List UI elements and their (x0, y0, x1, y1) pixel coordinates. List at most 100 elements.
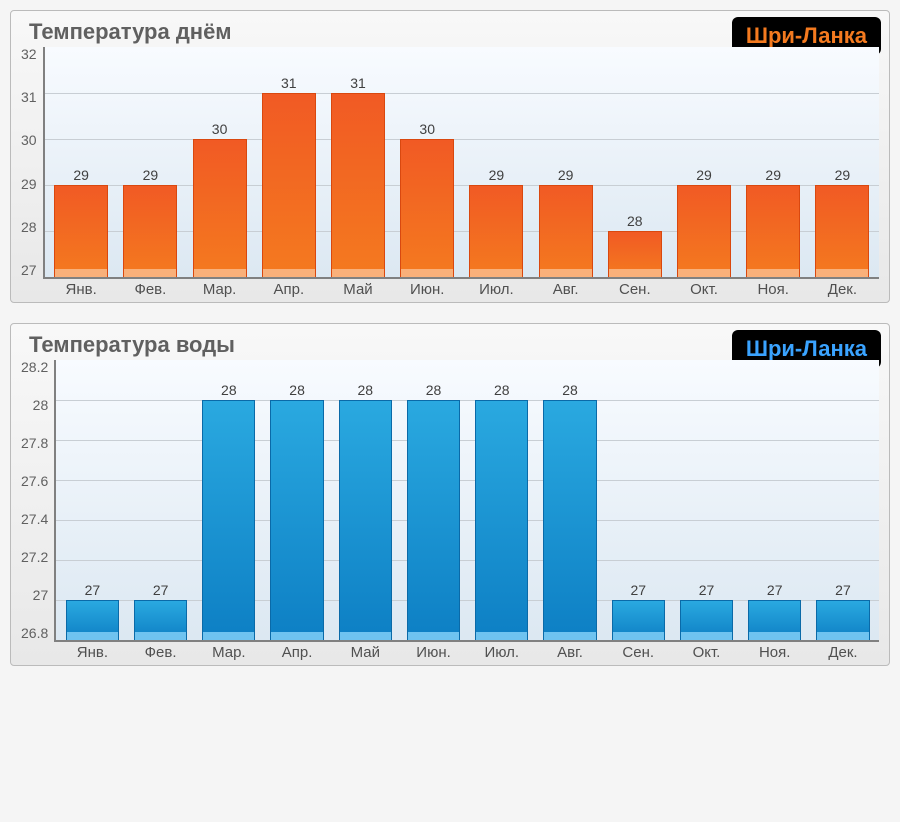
x-tick-label: Май (323, 279, 392, 298)
bar-slot: 27 (604, 360, 672, 640)
x-tick-label: Ноя. (741, 642, 809, 661)
y-tick-label: 27 (21, 588, 48, 602)
x-tick-label: Сен. (600, 279, 669, 298)
day-temp-chart: 323130292827 292930313130292928292929 32… (21, 47, 879, 298)
bar-value-label: 27 (699, 582, 715, 598)
bar-value-label: 31 (350, 75, 366, 91)
bar-value-label: 29 (73, 167, 89, 183)
water-temp-panel: Температура воды Шри-Ланка 28.22827.827.… (10, 323, 890, 666)
bar-slot: 28 (600, 47, 669, 277)
bar-slot: 28 (263, 360, 331, 640)
x-tick-label: Июн. (393, 279, 462, 298)
bar-rect (680, 600, 733, 640)
bar-rect (202, 400, 255, 640)
y-axis: 28.22827.827.627.427.22726.8 (21, 360, 54, 640)
bar-rect (270, 400, 323, 640)
bar-slot: 30 (185, 47, 254, 277)
x-tick-label: Мар. (185, 279, 254, 298)
x-tick-label: Мар. (195, 642, 263, 661)
bar-slot: 29 (739, 47, 808, 277)
bar-rect (469, 185, 523, 277)
bar-slot: 27 (58, 360, 126, 640)
badge-text: Шри-Ланка (746, 336, 867, 361)
bars-container: 27 27 28 28 28 28 28 28 27 27 27 27 (56, 360, 879, 640)
x-tick-label: Фев. (116, 279, 185, 298)
bar-value-label: 28 (562, 382, 578, 398)
x-tick-label: Янв. (47, 279, 116, 298)
x-tick-label: Дек. (809, 642, 877, 661)
y-tick-label: 27.6 (21, 474, 48, 488)
bar-slot: 29 (531, 47, 600, 277)
bar-rect (339, 400, 392, 640)
y-tick-label: 30 (21, 133, 37, 147)
x-tick-label: Июн. (399, 642, 467, 661)
bar-rect (543, 400, 596, 640)
bar-value-label: 27 (153, 582, 169, 598)
y-axis: 323130292827 (21, 47, 43, 277)
bar-slot: 28 (468, 360, 536, 640)
bar-rect (123, 185, 177, 277)
x-tick-label: Апр. (263, 642, 331, 661)
x-tick-label: Фев. (126, 642, 194, 661)
bar-rect (815, 185, 869, 277)
bar-slot: 28 (399, 360, 467, 640)
bar-value-label: 29 (835, 167, 851, 183)
bar-rect (54, 185, 108, 277)
bar-rect (407, 400, 460, 640)
bar-value-label: 29 (696, 167, 712, 183)
bar-slot: 27 (741, 360, 809, 640)
y-tick-label: 28 (21, 398, 48, 412)
bar-value-label: 28 (221, 382, 237, 398)
bar-slot: 29 (116, 47, 185, 277)
x-tick-label: Июл. (462, 279, 531, 298)
bar-rect (331, 93, 385, 277)
water-temp-chart: 28.22827.827.627.427.22726.8 27272828282… (21, 360, 879, 661)
y-tick-label: 27 (21, 263, 37, 277)
bar-slot: 27 (672, 360, 740, 640)
bar-rect (475, 400, 528, 640)
bar-value-label: 28 (289, 382, 305, 398)
bar-value-label: 27 (630, 582, 646, 598)
bar-slot: 27 (809, 360, 877, 640)
bar-value-label: 27 (767, 582, 783, 598)
x-tick-label: Янв. (58, 642, 126, 661)
bar-slot: 28 (331, 360, 399, 640)
bar-rect (746, 185, 800, 277)
bar-slot: 30 (393, 47, 462, 277)
badge-text: Шри-Ланка (746, 23, 867, 48)
x-tick-label: Окт. (672, 642, 740, 661)
bar-rect (134, 600, 187, 640)
x-axis: 32 Янв.Фев.Мар.Апр.МайИюн.Июл.Авг.Сен.Ок… (21, 279, 879, 298)
bar-value-label: 31 (281, 75, 297, 91)
bar-rect (262, 93, 316, 277)
y-tick-label: 28.2 (21, 360, 48, 374)
x-tick-label: Май (331, 642, 399, 661)
bar-rect (612, 600, 665, 640)
bar-value-label: 29 (765, 167, 781, 183)
bar-value-label: 29 (558, 167, 574, 183)
y-tick-label: 26.8 (21, 626, 48, 640)
x-tick-label: Июл. (468, 642, 536, 661)
bar-value-label: 29 (143, 167, 159, 183)
plot-area: 27 27 28 28 28 28 28 28 27 27 27 27 (54, 360, 879, 642)
y-tick-label: 27.2 (21, 550, 48, 564)
bar-rect (816, 600, 869, 640)
bar-value-label: 28 (426, 382, 442, 398)
bar-rect (539, 185, 593, 277)
bar-value-label: 27 (835, 582, 851, 598)
bar-rect (677, 185, 731, 277)
plot-area: 292930313130292928292929 (43, 47, 879, 279)
bar-value-label: 28 (627, 213, 643, 229)
bar-value-label: 30 (419, 121, 435, 137)
x-tick-label: Ноя. (739, 279, 808, 298)
bar-slot: 28 (536, 360, 604, 640)
bar-slot: 29 (47, 47, 116, 277)
bar-slot: 28 (195, 360, 263, 640)
y-tick-label: 28 (21, 220, 37, 234)
y-tick-label: 29 (21, 177, 37, 191)
x-tick-label: Окт. (669, 279, 738, 298)
bar-rect (400, 139, 454, 277)
bar-rect (748, 600, 801, 640)
bar-slot: 31 (254, 47, 323, 277)
bar-value-label: 28 (358, 382, 374, 398)
